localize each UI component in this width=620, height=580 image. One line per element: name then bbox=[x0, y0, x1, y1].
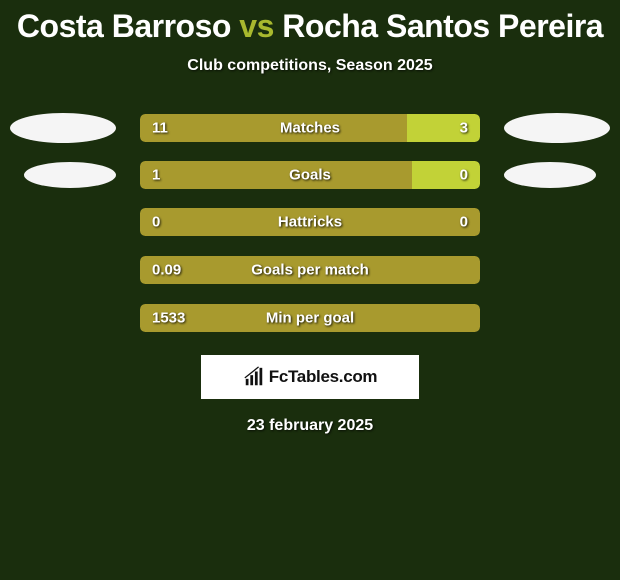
stat-label: Hattricks bbox=[278, 214, 342, 231]
date-text: 23 february 2025 bbox=[0, 417, 620, 435]
stat-row: 0.09 Goals per match bbox=[0, 255, 620, 285]
brand-text: FcTables.com bbox=[269, 367, 378, 387]
stat-bar: 11 3 Matches bbox=[140, 114, 480, 142]
vs-text: vs bbox=[239, 8, 274, 44]
stat-row: 0 0 Hattricks bbox=[0, 207, 620, 237]
subtitle: Club competitions, Season 2025 bbox=[0, 57, 620, 75]
left-value: 1 bbox=[152, 167, 160, 184]
chart-icon bbox=[243, 366, 265, 388]
stat-row: 1 0 Goals bbox=[0, 161, 620, 189]
left-ellipse bbox=[24, 162, 116, 188]
left-ellipse bbox=[10, 113, 116, 143]
bar-segment-right bbox=[412, 161, 480, 189]
right-value: 0 bbox=[460, 167, 468, 184]
stat-label: Goals per match bbox=[251, 262, 369, 279]
left-value: 1533 bbox=[152, 310, 185, 327]
bar-segment-left bbox=[140, 161, 412, 189]
stat-row: 1533 Min per goal bbox=[0, 303, 620, 333]
stats-container: 11 3 Matches 1 0 Goals 0 0 Hattricks 0.09 Goals pe… bbox=[0, 113, 620, 333]
stat-bar: 1533 Min per goal bbox=[140, 304, 480, 332]
left-value: 11 bbox=[152, 120, 168, 137]
stat-label: Goals bbox=[289, 167, 331, 184]
left-value: 0 bbox=[152, 214, 160, 231]
player1-name: Costa Barroso bbox=[17, 8, 231, 44]
stat-bar: 0 0 Hattricks bbox=[140, 208, 480, 236]
bar-segment-left bbox=[140, 114, 407, 142]
right-value: 0 bbox=[460, 214, 468, 231]
stat-bar: 1 0 Goals bbox=[140, 161, 480, 189]
stat-bar: 0.09 Goals per match bbox=[140, 256, 480, 284]
stat-row: 11 3 Matches bbox=[0, 113, 620, 143]
stat-label: Min per goal bbox=[266, 310, 354, 327]
brand-box: FcTables.com bbox=[201, 355, 419, 399]
stat-label: Matches bbox=[280, 120, 340, 137]
bar-segment-right bbox=[407, 114, 480, 142]
comparison-title: Costa Barroso vs Rocha Santos Pereira bbox=[0, 0, 620, 45]
right-ellipse bbox=[504, 162, 596, 188]
player2-name: Rocha Santos Pereira bbox=[282, 8, 603, 44]
right-value: 3 bbox=[460, 120, 468, 137]
left-value: 0.09 bbox=[152, 262, 181, 279]
right-ellipse bbox=[504, 113, 610, 143]
